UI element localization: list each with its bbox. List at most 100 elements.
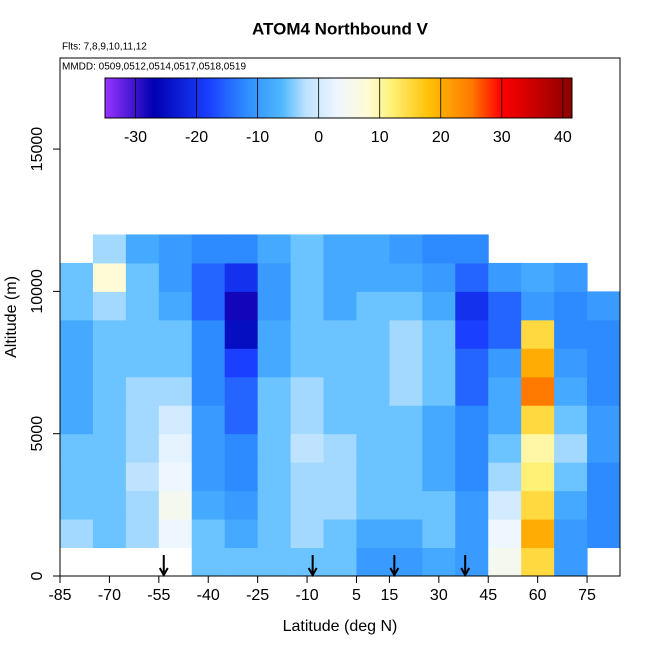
- heat-cell: [290, 319, 325, 349]
- heat-cell: [455, 348, 489, 378]
- heat-cell: [290, 433, 325, 463]
- heat-cell: [224, 234, 259, 264]
- heat-cell: [60, 490, 94, 520]
- heat-cell: [521, 348, 555, 378]
- heat-cell: [290, 519, 325, 549]
- heat-cell: [158, 348, 193, 378]
- y-axis-label: Altitude (m): [3, 276, 20, 358]
- heat-cell: [323, 262, 357, 292]
- heat-cell: [521, 519, 555, 549]
- heat-cell: [554, 319, 588, 349]
- heat-cell: [422, 291, 456, 321]
- colorbar-tick-label: 30: [493, 129, 511, 146]
- heat-cell: [554, 433, 588, 463]
- heat-cell: [60, 319, 94, 349]
- heat-cell: [158, 433, 193, 463]
- chart-title: ATOM4 Northbound V: [252, 19, 429, 38]
- heat-cell: [488, 319, 522, 349]
- heat-cell: [92, 262, 127, 292]
- heat-cell: [554, 490, 588, 520]
- y-tick-label: 5000: [29, 416, 46, 452]
- heat-cell: [60, 262, 94, 292]
- heat-cell: [455, 262, 489, 292]
- x-tick-label: -85: [48, 587, 71, 604]
- heat-cell: [488, 519, 522, 549]
- heat-cell: [158, 319, 193, 349]
- heat-cell: [257, 405, 292, 435]
- y-tick-label: 15000: [29, 127, 46, 172]
- heat-cell: [587, 433, 621, 463]
- heat-cell: [389, 433, 423, 463]
- x-axis-label: Latitude (deg N): [283, 618, 398, 635]
- heat-cell: [356, 262, 390, 292]
- heat-cell: [587, 291, 621, 321]
- heat-cell: [290, 462, 325, 492]
- heat-cell: [158, 234, 193, 264]
- x-tick-label: -55: [147, 587, 170, 604]
- heat-cell: [389, 405, 423, 435]
- heat-cell: [356, 348, 390, 378]
- x-tick-label: 5: [352, 587, 361, 604]
- heat-cell: [257, 234, 292, 264]
- heat-cell: [422, 319, 456, 349]
- heat-cell: [521, 405, 555, 435]
- heat-cell: [554, 519, 588, 549]
- colorbar-tick-label: 0: [314, 129, 323, 146]
- heat-cell: [290, 262, 325, 292]
- heat-cell: [356, 433, 390, 463]
- heat-cell: [389, 234, 423, 264]
- heat-cell: [389, 519, 423, 549]
- heat-cell: [422, 262, 456, 292]
- flight-arrow-head: [307, 567, 318, 578]
- heat-cell: [356, 291, 390, 321]
- heat-cell: [92, 376, 127, 406]
- heat-cell: [224, 262, 259, 292]
- heat-cell: [290, 376, 325, 406]
- heat-cell: [323, 319, 357, 349]
- heat-cell: [257, 376, 292, 406]
- heat-cell: [455, 462, 489, 492]
- heat-cell: [389, 262, 423, 292]
- heat-cell: [290, 291, 325, 321]
- heat-cell: [224, 547, 259, 577]
- heat-cell: [554, 376, 588, 406]
- heat-cell: [587, 490, 621, 520]
- flight-arrow-head: [389, 567, 400, 578]
- heat-cell: [60, 348, 94, 378]
- heat-cell: [587, 405, 621, 435]
- heat-cell: [158, 376, 193, 406]
- heat-cell: [587, 348, 621, 378]
- heat-cell: [125, 405, 160, 435]
- heat-cell: [290, 405, 325, 435]
- heat-cell: [224, 519, 259, 549]
- x-tick-label: -10: [295, 587, 318, 604]
- heat-cell: [323, 490, 357, 520]
- heat-cell: [125, 462, 160, 492]
- heat-cell: [290, 348, 325, 378]
- heat-cell: [422, 405, 456, 435]
- heat-cell: [191, 490, 226, 520]
- x-tick-label: -40: [197, 587, 220, 604]
- heat-cell: [257, 462, 292, 492]
- heat-cell: [125, 376, 160, 406]
- heat-cell: [224, 291, 259, 321]
- heat-cell: [224, 376, 259, 406]
- heat-cell: [92, 291, 127, 321]
- heat-cell: [554, 405, 588, 435]
- heat-cell: [422, 490, 456, 520]
- heat-cell: [455, 319, 489, 349]
- heat-cell: [554, 547, 588, 577]
- heat-cell: [356, 547, 390, 577]
- heat-cell: [60, 405, 94, 435]
- heat-cell: [554, 262, 588, 292]
- heat-cell: [488, 547, 522, 577]
- heat-cell: [224, 433, 259, 463]
- heat-cell: [60, 376, 94, 406]
- heat-cell: [488, 376, 522, 406]
- heat-cell: [191, 462, 226, 492]
- heat-cell: [587, 462, 621, 492]
- heat-cell: [356, 519, 390, 549]
- heat-cell: [488, 490, 522, 520]
- heat-cell: [488, 462, 522, 492]
